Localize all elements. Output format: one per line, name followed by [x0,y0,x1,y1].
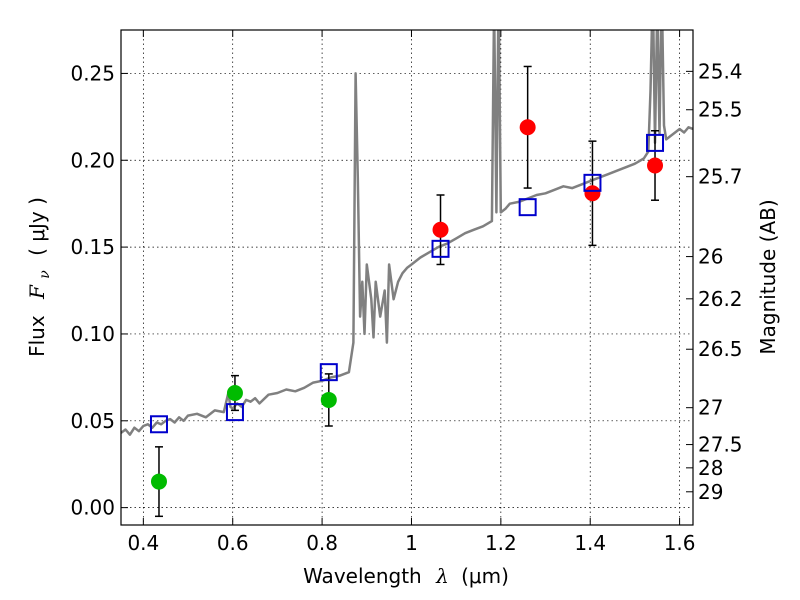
x-tick-label: 1.6 [664,531,696,555]
y-axis-label-symbol: F [25,284,49,300]
x-axis-label-symbol: λ [435,564,449,588]
y-axis-label-text: Flux [25,315,49,357]
y2-axis-label: Magnitude (AB) [756,199,780,354]
y-axis-label-unit: ( μJy ) [25,197,49,256]
y2-tick-label: 26.5 [698,337,743,361]
model-point [149,415,168,434]
model-point [319,363,338,382]
x-axis-label-unit: (μm) [461,564,509,588]
x-axis-label-text: Wavelength [303,564,422,588]
y2-tick-label: 26 [698,245,723,269]
plot-frame [120,29,694,526]
model-point [518,198,537,217]
x-axis-label: Wavelength λ (μm) [303,564,509,588]
y-tick-label: 0.00 [70,496,115,520]
data-point [226,385,243,401]
model-point [646,133,665,152]
y2-tick-label: 28 [698,456,723,480]
plot-area [121,30,693,518]
model-point [431,239,450,258]
data-point [320,391,337,408]
x-tick-label: 0.8 [306,531,338,555]
y-tick-label: 0.10 [70,322,115,346]
y2-tick-label: 27 [698,396,723,420]
tick-marks [121,30,693,525]
y-tick-label: 0.05 [70,409,115,433]
model-point [583,173,602,192]
y-axis-label-subscript: ν [37,270,53,279]
y-tick-label: 0.20 [70,148,115,172]
y2-tick-label: 27.5 [698,433,743,457]
x-tick-label: 1.4 [574,531,606,555]
data-point [519,119,536,136]
data-point [647,157,664,174]
grid [121,30,693,525]
y-axis-label: Flux F ν ( μJy ) [25,197,54,357]
x-tick-label: 1.2 [485,531,517,555]
data-point [584,185,601,202]
model-point [225,403,244,422]
y2-tick-label: 25.4 [698,59,743,83]
x-tick-label: 1 [405,531,418,555]
y2-tick-label: 26.2 [698,287,743,311]
y-tick-label: 0.15 [70,235,115,259]
x-tick-label: 0.4 [127,531,159,555]
data-point [432,221,449,238]
y2-tick-label: 25.7 [698,165,743,189]
y2-tick-label: 25.5 [698,98,743,122]
tick-labels: 0.4 0.6 0.8 1 1.2 1.4 1.6 0.00 0.05 0.10 0.15 0.20 0… [70,59,742,555]
spectrum-line [121,30,693,436]
y-tick-label: 0.25 [70,61,115,85]
data-point [150,473,167,490]
y2-tick-label: 29 [698,480,723,504]
x-tick-label: 0.6 [217,531,249,555]
